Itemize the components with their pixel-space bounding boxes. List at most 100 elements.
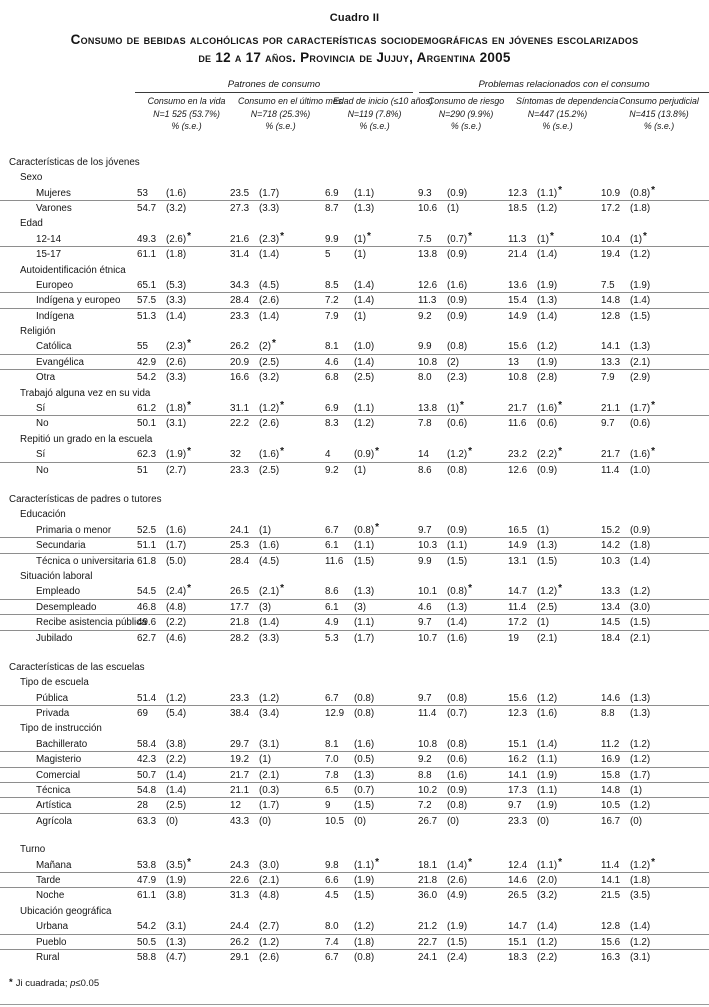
data-cell: 8.6 (1.3) bbox=[323, 584, 416, 599]
cell-value: 54.2 bbox=[137, 921, 157, 933]
data-cell: 11.6 (1.5) bbox=[323, 554, 416, 569]
table-row: Pueblo 50.5 (1.3) 26.2 (1.2) 7.4 (1.8) 22.7 (1.5… bbox=[0, 935, 709, 950]
cell-value: 26.2 bbox=[230, 936, 250, 948]
significance-star: * bbox=[187, 230, 192, 242]
significance-star: * bbox=[558, 184, 563, 196]
cell-value: 51.1 bbox=[137, 540, 157, 552]
data-cell: 69 (5.4) bbox=[135, 706, 228, 721]
cell-se: (1.7) bbox=[259, 187, 280, 199]
data-cell: 6.7 (0.8) bbox=[323, 950, 416, 965]
group-title: Situación laboral bbox=[20, 570, 93, 582]
cell-se: (2) bbox=[447, 356, 459, 368]
cell-se: (1.5) bbox=[447, 555, 468, 567]
data-cell: 11.3 (1) * bbox=[506, 231, 599, 247]
cell-se: (1) bbox=[259, 524, 271, 536]
table-title-line1: Consumo de bebidas alcohólicas por carac… bbox=[70, 32, 639, 47]
column-group-label: Problemas relacionados con el consumo bbox=[478, 79, 650, 90]
column-header: Síntomas de dependencia N=447 (15.2%) % (s… bbox=[506, 93, 618, 133]
cell-value: 12.8 bbox=[601, 921, 621, 933]
cell-value: 15.4 bbox=[508, 295, 528, 307]
cell-se: (1.2) bbox=[259, 692, 280, 704]
cell-se: (1) bbox=[354, 249, 366, 261]
cell-se: (1.1) bbox=[354, 403, 375, 415]
cell-se: (1.2) bbox=[537, 586, 558, 598]
cell-value: 9.7 bbox=[418, 692, 432, 704]
data-cell: 9.9 (1.5) bbox=[416, 554, 506, 569]
cell-se: (1.8) bbox=[630, 540, 651, 552]
cell-value: 18.1 bbox=[418, 859, 438, 871]
significance-star: * bbox=[468, 446, 473, 458]
cell-se: (0.9) bbox=[447, 310, 468, 322]
row-label: Mañana bbox=[36, 859, 72, 871]
data-cell: 28 (2.5) bbox=[135, 798, 228, 813]
cell-value: 52.5 bbox=[137, 524, 157, 536]
cell-se: (2.6) bbox=[447, 874, 468, 886]
data-cell: 14.5 (1.5) bbox=[599, 615, 709, 630]
cell-se: (1.6) bbox=[447, 769, 468, 781]
cell-value: 31.4 bbox=[230, 249, 250, 261]
cell-value: 11.4 bbox=[418, 708, 437, 720]
cell-value: 65.1 bbox=[137, 279, 157, 291]
cell-value: 21.7 bbox=[508, 403, 528, 415]
data-cell: 7.0 (0.5) bbox=[323, 752, 416, 767]
data-cell: 31.1 (1.2) * bbox=[228, 400, 323, 416]
cell-value: 9.2 bbox=[325, 464, 339, 476]
cell-value: 10.3 bbox=[418, 540, 438, 552]
table-row: Varones 54.7 (3.2) 27.3 (3.3) 8.7 (1.3) 10.6 (1)… bbox=[0, 201, 709, 216]
cell-value: 26.5 bbox=[508, 890, 528, 902]
data-cell: 54.7 (3.2) bbox=[135, 201, 228, 216]
data-cell: 10.1 (0.8) * bbox=[416, 583, 506, 599]
data-cell: 15.1 (1.4) bbox=[506, 737, 599, 752]
data-cell: 9.7 (1.9) bbox=[506, 798, 599, 813]
cell-se: (1.1) bbox=[354, 859, 375, 871]
cell-value: 5 bbox=[325, 249, 331, 261]
data-cell: 26.5 (3.2) bbox=[506, 888, 599, 903]
data-cell: 4.5 (1.5) bbox=[323, 888, 416, 903]
data-cell: 10.5 (0) bbox=[323, 814, 416, 829]
group-title: Repitió un grado en la escuela bbox=[20, 433, 153, 445]
cell-se: (1.4) bbox=[259, 249, 280, 261]
data-cell: 10.7 (1.6) bbox=[416, 631, 506, 646]
significance-star: * bbox=[558, 446, 563, 458]
cell-se: (2.6) bbox=[166, 233, 187, 245]
data-cell: 36.0 (4.9) bbox=[416, 888, 506, 903]
cell-se: (5.0) bbox=[166, 555, 187, 567]
data-cell: 6.7 (0.8) bbox=[323, 691, 416, 706]
data-cell: 6.5 (0.7) bbox=[323, 783, 416, 798]
cell-se: (1.9) bbox=[630, 279, 651, 291]
cell-se: (0.9) bbox=[447, 249, 468, 261]
significance-star: * bbox=[375, 446, 380, 458]
row-label: Sí bbox=[36, 449, 46, 461]
data-cell: 9.2 (0.9) bbox=[416, 309, 506, 324]
cell-value: 10.4 bbox=[601, 233, 621, 245]
cell-se: (1.2) bbox=[354, 418, 375, 430]
cell-value: 61.8 bbox=[137, 555, 157, 567]
table-row: Artística 28 (2.5) 12 (1.7) 9 (1.5) 7.2 (0.8) 9.7… bbox=[0, 798, 709, 814]
cell-se: (2.2) bbox=[166, 754, 187, 766]
data-cell: 5 (1) bbox=[323, 247, 416, 262]
cell-value: 10.8 bbox=[418, 356, 438, 368]
cell-se: (1.9) bbox=[537, 800, 558, 812]
cell-se: (1) bbox=[537, 524, 549, 536]
row-label: Técnica bbox=[36, 785, 71, 797]
section-title: Características de las escuelas bbox=[9, 661, 145, 673]
data-cell: 9.3 (0.9) bbox=[416, 186, 506, 201]
data-cell: 61.8 (5.0) bbox=[135, 554, 228, 569]
data-cell: 9.9 (0.8) bbox=[416, 339, 506, 354]
group-title: Autoidentificación étnica bbox=[20, 264, 126, 276]
cell-value: 14 bbox=[418, 449, 429, 461]
cell-value: 4.5 bbox=[325, 890, 339, 902]
cell-se: (1.3) bbox=[354, 202, 375, 214]
cell-value: 50.5 bbox=[137, 936, 157, 948]
data-cell: 13.4 (3.0) bbox=[599, 600, 709, 615]
cell-value: 6.5 bbox=[325, 785, 339, 797]
cell-se: (0.6) bbox=[447, 418, 468, 430]
cell-value: 15.6 bbox=[601, 936, 621, 948]
data-table: Patrones de consumo Problemas relacionado… bbox=[0, 79, 709, 965]
data-cell: 53 (1.6) bbox=[135, 186, 228, 201]
data-cell: 9.7 (0.8) bbox=[416, 691, 506, 706]
column-n: N=415 (13.8%) bbox=[629, 108, 689, 119]
cell-se: (2.1) bbox=[630, 356, 651, 368]
table-row: No 50.1 (3.1) 22.2 (2.6) 8.3 (1.2) 7.8 (0.6) 11.6… bbox=[0, 416, 709, 431]
data-cell: 6.9 (1.1) bbox=[323, 186, 416, 201]
